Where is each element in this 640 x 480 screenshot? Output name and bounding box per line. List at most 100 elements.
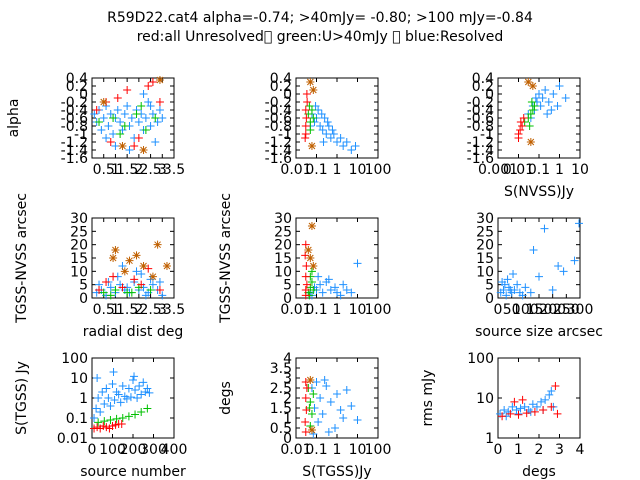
data-point xyxy=(500,406,509,415)
data-point xyxy=(134,118,143,126)
series-green xyxy=(99,283,155,300)
y-tick-label: -1 xyxy=(480,127,494,143)
data-point xyxy=(127,114,136,122)
y-tick-label: -1.2 xyxy=(467,135,494,151)
y-axis-label: TGSS-NVSS arcsec xyxy=(14,193,30,324)
data-point xyxy=(133,394,142,402)
data-point xyxy=(518,395,527,404)
x-tick-label: 3.5 xyxy=(163,302,185,318)
data-point xyxy=(331,283,340,292)
y-tick-label: 2.5 xyxy=(270,381,292,397)
y-tick-label: 0.01 xyxy=(57,431,88,447)
data-point xyxy=(301,130,310,138)
x-tick-label: 1 xyxy=(111,302,120,318)
data-point xyxy=(301,418,310,426)
x-tick-label: 0.01 xyxy=(280,442,311,458)
y-tick-label: 3 xyxy=(283,371,292,387)
y-tick-label: 1.5 xyxy=(270,401,292,417)
y-tick-label: 25 xyxy=(274,224,292,240)
data-point xyxy=(301,428,310,436)
y-tick-label: 0.2 xyxy=(270,79,292,95)
data-point xyxy=(141,126,150,134)
data-point xyxy=(132,251,141,260)
series-blue xyxy=(306,102,360,154)
data-point xyxy=(146,122,155,130)
x-axis-label: degs xyxy=(522,464,556,480)
y-tick-label: -1.4 xyxy=(265,143,292,159)
data-point xyxy=(307,222,316,230)
data-point xyxy=(306,254,315,262)
data-point xyxy=(514,410,523,419)
data-point xyxy=(333,390,341,398)
data-point xyxy=(137,407,146,416)
data-point xyxy=(141,114,150,122)
data-point xyxy=(118,381,127,390)
data-point xyxy=(312,378,321,386)
data-point xyxy=(336,406,345,414)
data-point xyxy=(575,219,583,228)
data-point xyxy=(526,110,535,118)
y-tick-label: -0.8 xyxy=(61,119,88,135)
data-point xyxy=(547,106,556,114)
data-point xyxy=(301,394,310,402)
data-point xyxy=(112,414,121,423)
data-point xyxy=(545,390,554,399)
x-tick-label: 100 xyxy=(365,442,392,458)
series-red xyxy=(95,264,164,294)
data-point xyxy=(155,76,164,84)
data-point xyxy=(96,407,105,416)
data-point xyxy=(543,110,552,118)
x-tick-label: 0.1 xyxy=(528,162,550,178)
data-point xyxy=(336,134,345,142)
data-point xyxy=(139,90,148,98)
data-point xyxy=(318,288,327,297)
data-point xyxy=(122,394,131,403)
data-point xyxy=(116,118,125,126)
data-point xyxy=(508,402,517,411)
y-tick-label: 0 xyxy=(79,291,88,307)
data-point xyxy=(148,78,157,86)
data-point xyxy=(118,142,127,150)
panel-p8: 0.010.1 1 1010000.511.522.533.54S(TGSS)Jyd… xyxy=(218,351,391,480)
data-point xyxy=(108,380,117,389)
data-point xyxy=(302,280,311,289)
y-tick-label: -1.6 xyxy=(265,151,292,167)
data-point xyxy=(151,114,160,122)
y-tick-label: 0.2 xyxy=(66,79,88,95)
data-point xyxy=(548,286,557,294)
y-tick-label: -0.6 xyxy=(467,111,494,127)
data-point xyxy=(561,94,570,102)
y-tick-label: 25 xyxy=(70,224,88,240)
data-point xyxy=(127,288,136,297)
data-point xyxy=(518,291,527,300)
data-point xyxy=(506,286,515,294)
data-point xyxy=(99,114,108,122)
data-point xyxy=(514,134,523,142)
data-point xyxy=(520,402,529,411)
data-point xyxy=(529,246,538,254)
y-tick-label: 20 xyxy=(274,238,292,254)
data-point xyxy=(106,415,115,424)
y-axis-label: S(TGSS) Jy xyxy=(14,361,30,435)
data-point xyxy=(132,110,141,118)
y-tick-label: -1.6 xyxy=(467,151,494,167)
x-tick-label: 0.01 xyxy=(280,162,311,178)
series-red xyxy=(92,78,164,150)
data-point xyxy=(97,126,106,134)
data-point xyxy=(106,291,115,300)
data-point xyxy=(93,374,102,382)
data-point xyxy=(139,146,148,154)
x-tick-label: 100 xyxy=(365,302,392,318)
y-tick-label: 20 xyxy=(476,238,494,254)
y-tick-label: 100 xyxy=(467,351,494,367)
data-point xyxy=(526,288,535,297)
data-point xyxy=(353,259,362,268)
series-blue xyxy=(496,219,583,300)
data-point xyxy=(109,272,118,281)
data-point xyxy=(92,404,101,413)
x-tick-label: 10 xyxy=(349,162,367,178)
data-point xyxy=(155,286,164,294)
data-point xyxy=(301,272,310,281)
data-point xyxy=(324,275,333,284)
data-point xyxy=(129,375,137,384)
